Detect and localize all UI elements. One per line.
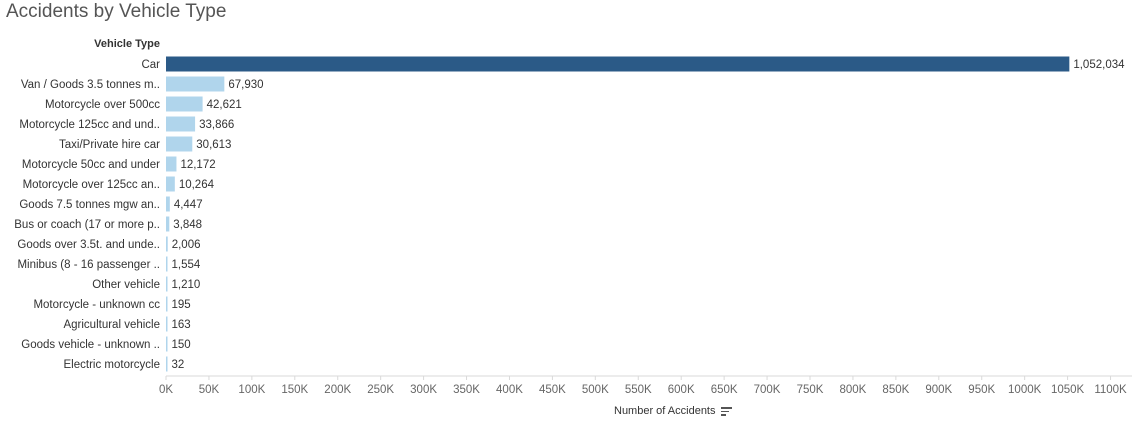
x-tick-label: 0K xyxy=(159,384,173,396)
bar[interactable] xyxy=(166,296,168,312)
data-label: 30,613 xyxy=(196,139,231,151)
x-tick-label: 700K xyxy=(754,384,781,396)
bar[interactable] xyxy=(166,316,168,332)
data-label: 67,930 xyxy=(228,79,263,91)
bar[interactable] xyxy=(166,136,193,152)
category-label[interactable]: Motorcycle - unknown cc xyxy=(33,299,160,311)
sort-descending-icon[interactable] xyxy=(720,407,732,416)
bar[interactable] xyxy=(166,196,170,212)
bar[interactable] xyxy=(166,336,168,352)
x-tick-label: 450K xyxy=(539,384,566,396)
category-label[interactable]: Agricultural vehicle xyxy=(63,319,160,331)
category-label[interactable]: Bus or coach (17 or more p.. xyxy=(14,219,160,231)
bar[interactable] xyxy=(166,356,168,372)
bar[interactable] xyxy=(166,256,168,272)
category-label[interactable]: Motorcycle 50cc and under xyxy=(22,159,160,171)
bar[interactable] xyxy=(166,116,196,132)
data-label: 42,621 xyxy=(207,99,242,111)
data-label: 4,447 xyxy=(174,199,203,211)
data-label: 32 xyxy=(172,359,185,371)
x-axis-title: Number of Accidents xyxy=(614,405,716,417)
data-label: 195 xyxy=(172,299,191,311)
category-label[interactable]: Electric motorcycle xyxy=(64,359,161,371)
x-tick-label: 650K xyxy=(711,384,738,396)
x-tick-label: 800K xyxy=(840,384,867,396)
category-label[interactable]: Motorcycle over 500cc xyxy=(45,99,160,111)
category-label[interactable]: Car xyxy=(141,59,160,71)
data-label: 1,554 xyxy=(172,259,201,271)
x-tick-label: 900K xyxy=(925,384,952,396)
x-tick-label: 1100K xyxy=(1094,384,1127,396)
category-label[interactable]: Motorcycle over 125cc an.. xyxy=(23,179,160,191)
category-label[interactable]: Minibus (8 - 16 passenger .. xyxy=(17,259,160,271)
y-axis-title[interactable]: Vehicle Type xyxy=(94,38,160,50)
category-label[interactable]: Taxi/Private hire car xyxy=(59,139,160,151)
category-label[interactable]: Goods over 3.5t. and unde.. xyxy=(17,239,160,251)
data-label: 150 xyxy=(172,339,191,351)
data-label: 1,052,034 xyxy=(1073,59,1125,71)
x-tick-label: 400K xyxy=(496,384,523,396)
data-label: 1,210 xyxy=(172,279,201,291)
x-tick-label: 950K xyxy=(968,384,995,396)
category-label[interactable]: Goods 7.5 tonnes mgw an.. xyxy=(19,199,160,211)
x-tick-label: 200K xyxy=(324,384,351,396)
category-label[interactable]: Goods vehicle - unknown .. xyxy=(21,339,160,351)
bar[interactable] xyxy=(166,276,168,292)
x-tick-label: 750K xyxy=(797,384,824,396)
data-label: 12,172 xyxy=(180,159,215,171)
data-label: 3,848 xyxy=(173,219,202,231)
x-tick-label: 250K xyxy=(367,384,394,396)
bar[interactable] xyxy=(166,236,168,252)
bar[interactable] xyxy=(166,156,177,172)
x-tick-label: 850K xyxy=(882,384,909,396)
category-label[interactable]: Motorcycle 125cc and und.. xyxy=(19,119,160,131)
data-label: 2,006 xyxy=(172,239,201,251)
bar[interactable] xyxy=(166,56,1070,72)
data-label: 10,264 xyxy=(179,179,215,191)
x-tick-label: 300K xyxy=(410,384,437,396)
x-axis-title-group: Number of Accidents xyxy=(614,405,732,417)
bar[interactable] xyxy=(166,76,225,92)
x-tick-label: 150K xyxy=(281,384,308,396)
bar[interactable] xyxy=(166,96,203,112)
x-tick-label: 550K xyxy=(625,384,652,396)
category-label[interactable]: Other vehicle xyxy=(92,279,160,291)
data-label: 33,866 xyxy=(199,119,234,131)
bar[interactable] xyxy=(166,216,170,232)
x-tick-label: 1000K xyxy=(1008,384,1042,396)
x-tick-label: 600K xyxy=(668,384,695,396)
x-tick-label: 350K xyxy=(453,384,480,396)
category-label[interactable]: Van / Goods 3.5 tonnes m.. xyxy=(21,79,160,91)
x-tick-label: 100K xyxy=(238,384,265,396)
x-tick-label: 50K xyxy=(199,384,220,396)
bar[interactable] xyxy=(166,176,175,192)
data-label: 163 xyxy=(172,319,191,331)
x-tick-label: 500K xyxy=(582,384,609,396)
x-tick-label: 1050K xyxy=(1051,384,1085,396)
chart-title: Accidents by Vehicle Type xyxy=(6,1,227,22)
